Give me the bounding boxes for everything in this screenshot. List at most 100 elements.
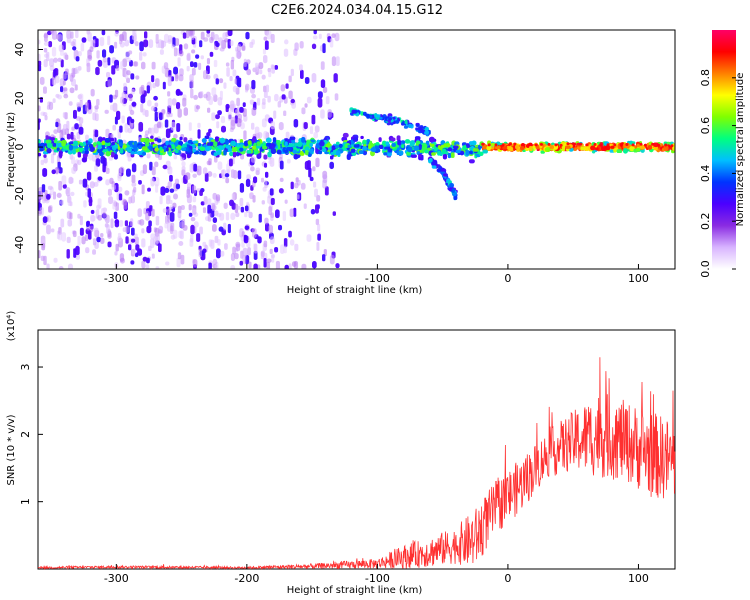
- heatmap-cell: [301, 263, 307, 269]
- heatmap-cell: [154, 111, 159, 122]
- heatmap-cell: [211, 87, 217, 97]
- heatmap-cell: [146, 225, 152, 234]
- heatmap-cell: [125, 225, 130, 234]
- x-tick-label: 100: [628, 272, 649, 285]
- heatmap-cell: [280, 84, 286, 92]
- heatmap-cell: [68, 144, 74, 151]
- heatmap-cell: [392, 116, 396, 120]
- heatmap-cell: [112, 145, 117, 151]
- heatmap-cell: [75, 245, 80, 256]
- heatmap-cell: [167, 181, 173, 188]
- heatmap-cell: [223, 82, 227, 89]
- heatmap-cell: [170, 204, 174, 210]
- heatmap-cell: [264, 40, 269, 50]
- heatmap-cell: [145, 210, 150, 221]
- heatmap-cell: [429, 142, 435, 147]
- heatmap-cell: [81, 157, 87, 163]
- heatmap-cell: [68, 101, 73, 106]
- heatmap-cell: [335, 56, 340, 67]
- heatmap-cell: [213, 34, 219, 41]
- heatmap-cell: [154, 147, 159, 152]
- snr-y-axis-label: SNR (10 * v/v): [6, 414, 17, 485]
- heatmap-cell: [77, 51, 82, 57]
- heatmap-cell: [74, 123, 79, 130]
- heatmap-cell: [101, 30, 106, 36]
- heatmap-cell: [317, 97, 323, 108]
- heatmap-cell: [261, 74, 266, 80]
- heatmap-cell: [309, 148, 314, 154]
- heatmap-cell: [70, 131, 74, 140]
- heatmap-cell: [350, 148, 356, 153]
- heatmap-cell: [265, 84, 270, 93]
- heatmap-cell: [266, 261, 271, 269]
- x-tick-label: -200: [234, 572, 259, 585]
- heatmap-cell: [262, 48, 267, 55]
- heatmap-cell: [334, 93, 339, 101]
- heatmap-cell: [47, 185, 53, 190]
- heatmap-cell: [159, 49, 164, 55]
- heatmap-cell: [246, 150, 252, 154]
- heatmap-cell: [100, 233, 104, 238]
- heatmap-cell: [208, 239, 213, 247]
- heatmap-cell: [240, 206, 245, 213]
- heatmap-cell: [224, 243, 228, 250]
- heatmap-cell: [246, 153, 253, 157]
- x-tick-label: -100: [365, 272, 390, 285]
- heatmap-cell: [72, 145, 79, 149]
- heatmap-cell: [424, 149, 429, 154]
- heatmap-cell: [244, 225, 250, 230]
- heatmap-cell: [283, 110, 287, 117]
- heatmap-cell: [169, 188, 175, 193]
- heatmap-cell: [462, 145, 467, 151]
- heatmap-cell: [395, 119, 400, 124]
- heatmap-cell: [107, 241, 112, 248]
- heatmap-cell: [175, 89, 181, 95]
- heatmap-cell: [191, 67, 196, 76]
- heatmap-cell: [142, 151, 146, 156]
- heatmap-cell: [584, 145, 589, 152]
- heatmap-cell: [172, 229, 178, 239]
- heatmap-cell: [263, 240, 268, 248]
- heatmap-cell: [232, 246, 236, 255]
- heatmap-cell: [322, 174, 328, 184]
- colorbar-tick-label: 0.4: [699, 165, 712, 183]
- heatmap-cell: [93, 181, 99, 187]
- heatmap-cell: [57, 94, 62, 100]
- heatmap-cell: [262, 145, 268, 150]
- heatmap-cell: [443, 173, 448, 177]
- heatmap-cell: [515, 144, 519, 150]
- heatmap-cell: [46, 224, 51, 235]
- heatmap-cell: [245, 178, 251, 187]
- heatmap-cell: [114, 41, 118, 49]
- heatmap-cell: [292, 149, 297, 154]
- heatmap-cell: [149, 161, 153, 171]
- heatmap-cell: [401, 144, 405, 149]
- heatmap-cell: [173, 47, 178, 57]
- heatmap-cell: [75, 116, 81, 121]
- heatmap-cell: [105, 151, 111, 157]
- heatmap-cell: [428, 158, 432, 163]
- heatmap-cell: [315, 157, 320, 168]
- heatmap-cell: [252, 137, 256, 142]
- heatmap-cell: [236, 151, 240, 157]
- heatmap-cell: [271, 254, 275, 263]
- heatmap-cell: [142, 52, 147, 57]
- heatmap-cell: [131, 174, 136, 184]
- heatmap-cell: [128, 196, 132, 204]
- heatmap-cell: [39, 147, 44, 152]
- heatmap-cell: [160, 186, 166, 196]
- heatmap-cell: [95, 38, 99, 48]
- heatmap-cell: [245, 31, 250, 40]
- heatmap-cell: [108, 196, 114, 205]
- heatmap-cell: [183, 137, 188, 143]
- heatmap-cell: [67, 194, 71, 203]
- heatmap-cell: [313, 30, 317, 35]
- heatmap-cell: [78, 126, 84, 135]
- heatmap-cell: [130, 150, 135, 155]
- heatmap-cell: [275, 260, 280, 269]
- heatmap-cell: [284, 264, 289, 269]
- heatmap-cell: [199, 40, 203, 48]
- heatmap-cell: [224, 173, 230, 178]
- heatmap-cell: [599, 143, 603, 147]
- heatmap-cell: [97, 136, 103, 143]
